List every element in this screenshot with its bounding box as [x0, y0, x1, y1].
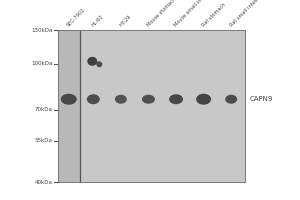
Ellipse shape	[169, 94, 183, 104]
Text: SEC-7901: SEC-7901	[66, 7, 87, 28]
Bar	[58, 30, 245, 182]
Text: Rat small intestine: Rat small intestine	[229, 0, 266, 28]
Text: 55kDa: 55kDa	[35, 138, 53, 143]
Bar	[58, 30, 245, 182]
Ellipse shape	[61, 94, 77, 105]
Text: HT-29: HT-29	[118, 14, 132, 28]
Ellipse shape	[142, 95, 155, 104]
Text: Mouse small intestine: Mouse small intestine	[173, 0, 216, 28]
Text: CAPN9: CAPN9	[250, 96, 273, 102]
Ellipse shape	[225, 95, 237, 104]
Ellipse shape	[87, 57, 97, 66]
Text: HL-60: HL-60	[91, 14, 105, 28]
Ellipse shape	[196, 94, 211, 105]
Text: Rat stomach: Rat stomach	[201, 2, 227, 28]
Text: Mouse stomach: Mouse stomach	[146, 0, 177, 28]
Text: 100kDa: 100kDa	[32, 61, 53, 66]
Bar	[58, 30, 80, 182]
Ellipse shape	[96, 61, 102, 67]
Text: 130kDa: 130kDa	[32, 27, 53, 32]
Text: 40kDa: 40kDa	[35, 180, 53, 184]
Text: 70kDa: 70kDa	[35, 107, 53, 112]
Ellipse shape	[115, 95, 127, 104]
Ellipse shape	[87, 94, 100, 104]
